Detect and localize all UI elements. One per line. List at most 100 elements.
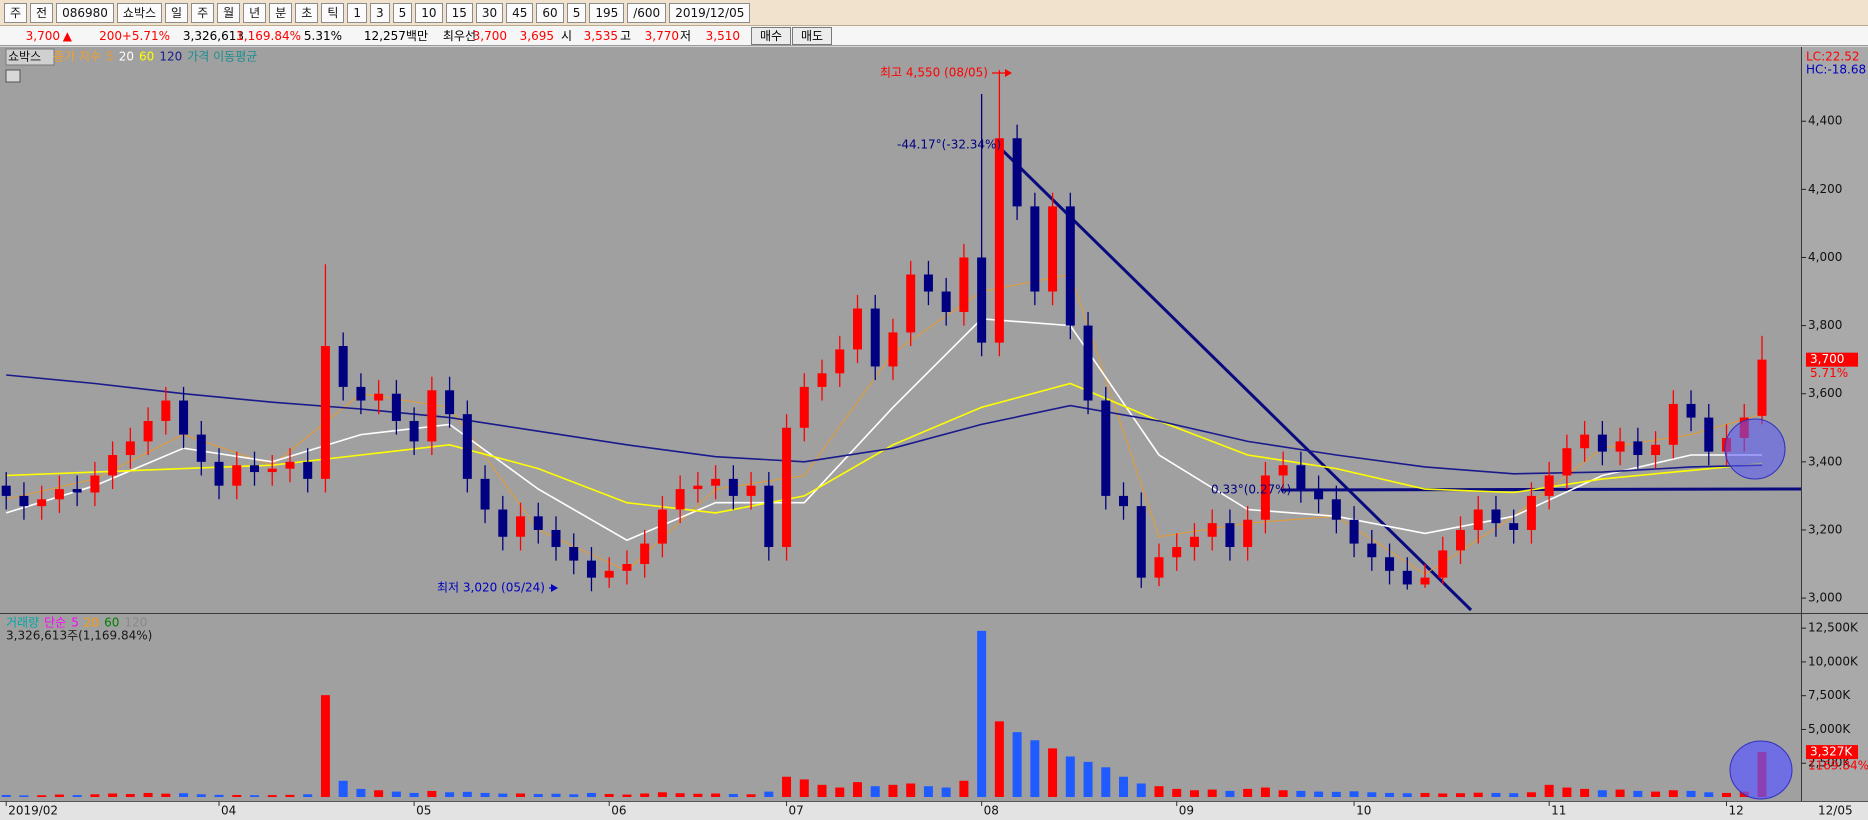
candle-body [125, 441, 135, 456]
volume-bar [285, 794, 295, 797]
candle-body [179, 400, 189, 435]
toolbar-button[interactable]: 분 [269, 2, 293, 23]
volume-bar [906, 783, 916, 797]
toolbar-button[interactable]: 전 [30, 2, 54, 23]
volume-bar [764, 791, 774, 797]
toolbar-button[interactable]: 10 [415, 2, 443, 23]
quote-cell: 200 [99, 29, 122, 43]
volume-bar [1314, 791, 1324, 797]
candle-body [1438, 550, 1448, 578]
order-button[interactable]: 매수 [751, 27, 791, 45]
candle-body [1686, 403, 1696, 418]
toolbar-button[interactable]: /600 [627, 2, 667, 23]
toolbar-button[interactable]: 30 [475, 2, 504, 23]
y-tick-label: 3,400 [1808, 454, 1842, 468]
toolbar-button[interactable]: 틱 [321, 2, 345, 23]
candle-body [551, 529, 561, 547]
volume-bar [125, 794, 135, 797]
candle-body [1704, 417, 1714, 452]
volume-bar [1207, 789, 1217, 797]
toolbar-button[interactable]: 초 [295, 2, 319, 23]
toolbar-button[interactable]: 45 [506, 2, 534, 23]
candle-body [37, 499, 47, 507]
volume-bar [1651, 791, 1661, 797]
quote-cell: 1,169.84% [236, 29, 301, 43]
candle-body [356, 386, 366, 401]
candle-body [1207, 523, 1217, 537]
volume-bar [1491, 792, 1501, 797]
candle-body [1260, 475, 1270, 520]
x-end-label: 12/05 [1818, 804, 1853, 818]
quote-cell: 12,257백만 [363, 29, 428, 43]
legend-entry: 종가 지수 [53, 50, 101, 64]
volume-bar [161, 793, 171, 797]
volume-bar [1189, 790, 1199, 797]
candle-body [1580, 434, 1590, 449]
candle-body [746, 485, 756, 496]
volume-bar [569, 794, 579, 797]
candle-body [586, 560, 596, 578]
x-tick-label: 05 [416, 804, 431, 818]
toolbar-button[interactable]: 쇼박스 [116, 2, 163, 23]
candle-body [498, 509, 508, 537]
volume-bar [1119, 776, 1129, 797]
volume-bar [54, 794, 64, 797]
candle-body [711, 478, 721, 486]
toolbar-button[interactable]: 60 [536, 2, 564, 23]
volume-bar [90, 794, 100, 797]
candle-body [320, 346, 330, 479]
toolbar-button[interactable]: 일 [165, 2, 189, 23]
legend-entry: 거래량 [6, 616, 39, 630]
moving-average-line [6, 374, 1763, 475]
legend-entry: 120 [159, 50, 182, 64]
quote-cell: 저 [679, 29, 691, 43]
candle-body [1154, 557, 1164, 578]
candle-body [391, 393, 401, 421]
volume-bar [693, 793, 703, 797]
volume-bar [870, 786, 880, 797]
toolbar-button[interactable]: 1 [347, 2, 367, 23]
toolbar-button[interactable]: 월 [217, 2, 241, 23]
candle-body [445, 390, 455, 415]
candle-body [569, 546, 579, 561]
toolbar-button[interactable]: 년 [243, 2, 267, 23]
toolbar-button[interactable]: 2019/12/05 [669, 2, 751, 23]
candle-body [1083, 325, 1093, 401]
toolbar-button[interactable]: 3 [370, 2, 390, 23]
candle-body [604, 570, 614, 578]
volume-bar [445, 792, 455, 797]
candle-body [1349, 519, 1359, 544]
candle-body [817, 373, 827, 387]
toolbar-button[interactable]: 086980 [56, 2, 114, 23]
candle-body [870, 308, 880, 367]
x-tick-label: 07 [789, 804, 804, 818]
toolbar-button[interactable]: 195 [589, 2, 625, 23]
candle-body [941, 291, 951, 312]
volume-bar [1296, 790, 1306, 797]
volume-bar [1722, 792, 1732, 797]
toolbar-button[interactable]: 주 [191, 2, 215, 23]
toolbar-button[interactable]: 15 [445, 2, 473, 23]
volume-tag-label: 3,327K [1810, 745, 1853, 759]
candle-body [1385, 557, 1395, 571]
toolbar-button[interactable]: 5 [392, 2, 413, 23]
order-button[interactable]: 매도 [792, 27, 832, 45]
volume-bar [1083, 761, 1093, 797]
candle-body [161, 400, 171, 421]
volume-bar [1438, 793, 1448, 797]
quote-cell: 3,700 [25, 29, 60, 43]
candle-body [693, 485, 703, 490]
candle-body [1509, 523, 1519, 530]
volume-bar [143, 792, 153, 797]
candle-body [1101, 400, 1111, 496]
candle-body [108, 455, 118, 476]
toolbar-button[interactable]: 주 [4, 2, 28, 23]
candle-body [462, 414, 472, 479]
y-tick-label: 2,500K [1808, 756, 1851, 770]
annotation: 최저 3,020 (05/24) [437, 581, 545, 595]
candle-body [214, 461, 224, 486]
toolbar-button[interactable]: 5 [566, 2, 587, 23]
quote-cell: 고 [619, 29, 631, 43]
candle-body [728, 478, 738, 496]
volume-bar [1597, 790, 1607, 797]
